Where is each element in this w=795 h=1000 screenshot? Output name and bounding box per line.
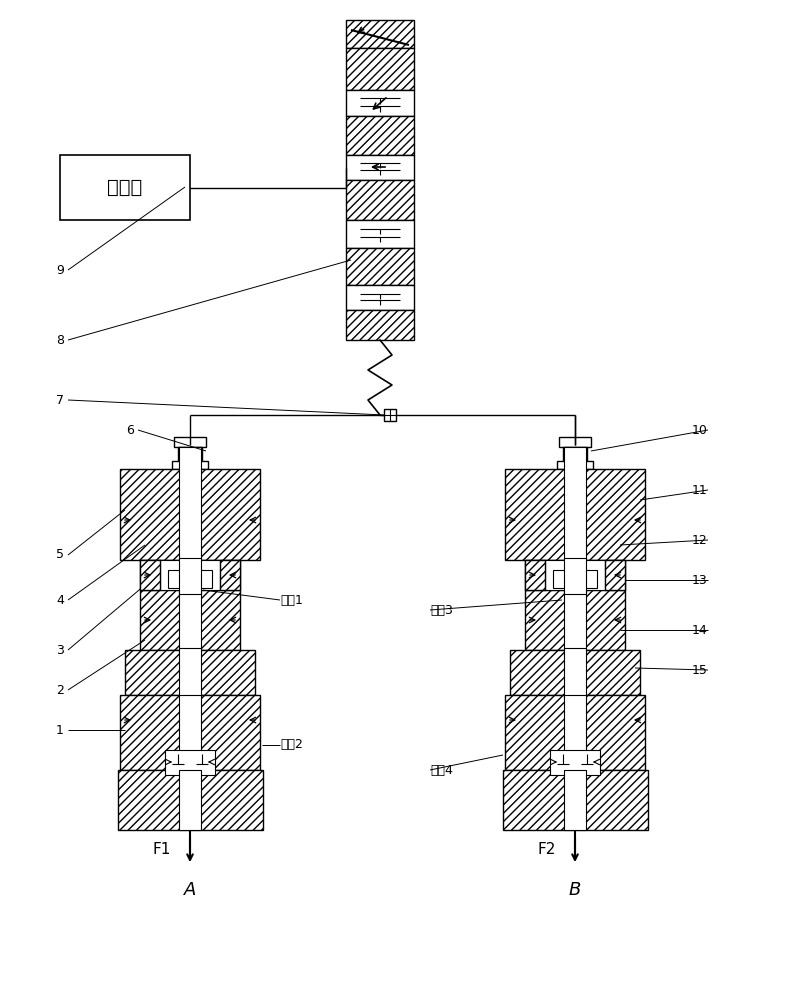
Bar [346, 155, 414, 180]
Bar [172, 461, 208, 469]
Bar [605, 560, 625, 590]
Bar [346, 310, 414, 340]
Bar [118, 770, 263, 830]
Bar [179, 558, 201, 594]
Bar [160, 560, 220, 590]
Bar [564, 447, 586, 565]
Text: 10: 10 [692, 424, 708, 436]
Text: 腔体4: 腔体4 [430, 764, 453, 776]
Text: F2: F2 [537, 842, 556, 857]
Bar [120, 469, 260, 560]
Text: 2: 2 [56, 684, 64, 696]
Text: 8: 8 [56, 334, 64, 347]
Text: 15: 15 [692, 664, 708, 676]
Bar [165, 750, 215, 775]
Text: F1: F1 [153, 842, 171, 857]
Bar [220, 560, 240, 590]
Bar [559, 437, 591, 447]
Bar [564, 648, 586, 699]
Text: 腔体1: 腔体1 [280, 593, 303, 606]
Bar [140, 560, 240, 590]
Text: 5: 5 [56, 548, 64, 562]
Bar [140, 590, 240, 650]
Bar [346, 48, 414, 90]
Bar [384, 409, 396, 421]
Text: 3: 3 [56, 644, 64, 656]
Bar [178, 447, 202, 461]
Bar [525, 560, 625, 590]
Text: 1: 1 [56, 724, 64, 736]
Bar [346, 248, 414, 285]
Bar [564, 590, 586, 655]
Bar [510, 650, 640, 695]
Bar [564, 770, 586, 830]
Bar [563, 447, 587, 461]
Bar [125, 650, 255, 695]
Bar [346, 20, 414, 48]
Bar [346, 180, 414, 220]
Bar [557, 461, 593, 469]
Bar [505, 695, 645, 770]
Bar [140, 560, 160, 590]
Bar [174, 437, 206, 447]
Text: 11: 11 [692, 484, 708, 496]
Bar [553, 570, 597, 588]
Text: 腔体3: 腔体3 [430, 603, 453, 616]
Bar [179, 560, 201, 595]
Bar [503, 770, 648, 830]
Text: 液压站: 液压站 [107, 178, 142, 197]
Bar [179, 447, 201, 565]
Text: A: A [184, 881, 196, 899]
Text: 12: 12 [692, 534, 708, 546]
Text: 9: 9 [56, 263, 64, 276]
Bar [525, 590, 625, 650]
Text: 13: 13 [692, 574, 708, 586]
Text: 7: 7 [56, 393, 64, 406]
Bar [564, 695, 586, 770]
Text: 14: 14 [692, 624, 708, 637]
Bar [346, 116, 414, 155]
Text: 腔体2: 腔体2 [280, 738, 303, 752]
Text: 4: 4 [56, 593, 64, 606]
Bar [346, 285, 414, 310]
Bar [179, 695, 201, 770]
Bar [179, 590, 201, 655]
Text: B: B [568, 881, 581, 899]
Bar [168, 570, 212, 588]
Bar [545, 560, 605, 590]
Bar [346, 220, 414, 248]
Text: 6: 6 [126, 424, 134, 436]
Bar [525, 560, 545, 590]
Bar [60, 155, 190, 220]
Bar [179, 648, 201, 699]
Bar [550, 750, 600, 775]
Bar [179, 770, 201, 830]
Bar [564, 558, 586, 594]
Bar [120, 695, 260, 770]
Bar [505, 469, 645, 560]
Bar [346, 90, 414, 116]
